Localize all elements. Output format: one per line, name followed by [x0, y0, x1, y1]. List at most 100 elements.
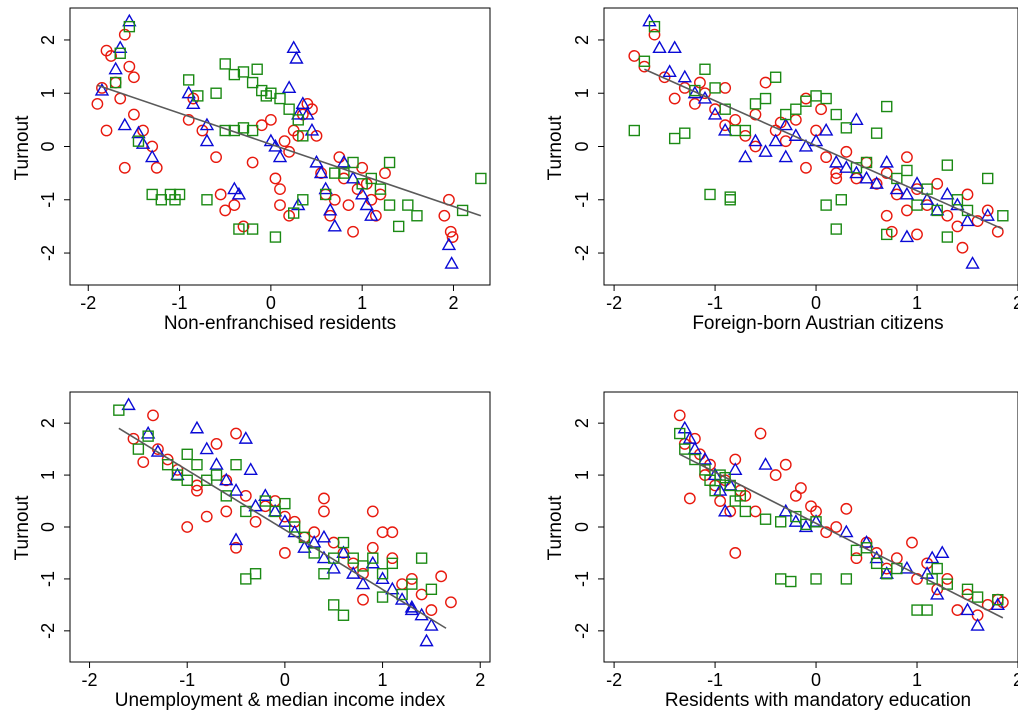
circle-point [779, 135, 792, 148]
circle-point [668, 92, 681, 105]
triangle-point [336, 545, 351, 559]
square-point [347, 552, 359, 564]
square-point [425, 583, 438, 596]
triangle-point [758, 457, 773, 470]
square-point [734, 490, 747, 502]
triangle-point [228, 483, 244, 496]
triangle-point [313, 165, 329, 179]
triangle-point [970, 618, 985, 631]
circle-point [230, 427, 242, 440]
triangle-point [272, 149, 288, 163]
square-point [719, 103, 731, 115]
circle-point [444, 225, 457, 238]
circle-point [214, 188, 227, 201]
y-tick-label: -1 [572, 571, 592, 587]
x-tick-label: -2 [82, 670, 98, 690]
square-point [810, 573, 822, 585]
square-point [230, 458, 242, 471]
square-point [475, 172, 487, 185]
square-point [689, 84, 701, 97]
circle-point [278, 135, 291, 148]
square-point [820, 92, 832, 105]
y-tick-label: 1 [38, 88, 58, 98]
circle-point [137, 456, 150, 468]
triangle-point [140, 425, 156, 439]
y-tick-label: 0 [572, 141, 592, 151]
square-point [161, 458, 174, 471]
circle-point [673, 409, 686, 422]
triangle-point [326, 560, 341, 574]
triangle-point [238, 431, 254, 444]
circle-point [754, 427, 767, 440]
circle-point [445, 596, 457, 609]
x-tick-label: -2 [606, 670, 622, 690]
circle-point [239, 489, 252, 502]
circle-point [729, 547, 742, 559]
circle-point [210, 438, 223, 450]
square-point [228, 68, 241, 81]
square-point [835, 194, 847, 206]
circle-point [850, 552, 863, 565]
circle-point [820, 526, 833, 539]
square-point [233, 223, 245, 235]
circle-point [264, 113, 277, 126]
triangle-point [219, 472, 234, 486]
triangle-point [960, 213, 975, 227]
circle-point [274, 183, 286, 196]
triangle-point [228, 532, 244, 546]
y-tick-label: -1 [38, 571, 58, 587]
square-point [259, 495, 272, 507]
circle-point [800, 161, 812, 174]
fit-line [644, 68, 1004, 230]
triangle-point [960, 602, 975, 616]
triangle-point [108, 61, 123, 75]
square-point [941, 231, 954, 243]
triangle-point [135, 136, 151, 149]
triangle-point [798, 138, 814, 152]
triangle-point [355, 576, 371, 590]
triangle-point [365, 555, 380, 569]
square-point [220, 490, 232, 502]
circle-point [347, 225, 359, 238]
triangle-point [717, 503, 733, 517]
triangle-point [707, 106, 723, 120]
square-point [292, 114, 304, 126]
fit-line [97, 84, 482, 217]
triangle-point [364, 208, 379, 221]
circle-point [123, 60, 136, 73]
circle-point [438, 209, 451, 222]
triangle-point [667, 40, 682, 54]
triangle-point [122, 13, 137, 27]
square-point [840, 122, 853, 134]
x-tick-label: 0 [811, 293, 821, 313]
square-point [191, 458, 203, 471]
circle-point [196, 124, 209, 137]
square-point [860, 542, 873, 554]
square-point [961, 583, 974, 596]
square-point [810, 516, 822, 528]
square-point [921, 183, 933, 195]
y-axis-label: Turnout [545, 495, 566, 560]
square-point [365, 172, 378, 185]
circle-point [830, 167, 843, 180]
triangle-point [768, 133, 783, 147]
square-point [699, 63, 711, 75]
square-point [840, 573, 853, 585]
square-point [383, 199, 396, 211]
square-point [785, 575, 797, 588]
square-point [709, 82, 721, 94]
triangle-point [859, 534, 874, 548]
y-tick-label: 2 [572, 418, 592, 428]
y-tick-label: -2 [572, 623, 592, 639]
circle-point [230, 541, 242, 554]
triangle-point [424, 618, 439, 631]
triangle-point [375, 571, 390, 585]
triangle-point [281, 80, 297, 94]
square-point [891, 172, 903, 185]
square-point [246, 124, 259, 137]
circle-point [951, 220, 964, 233]
triangle-point [990, 597, 1006, 610]
circle-point [769, 469, 782, 481]
square-point [679, 443, 691, 455]
